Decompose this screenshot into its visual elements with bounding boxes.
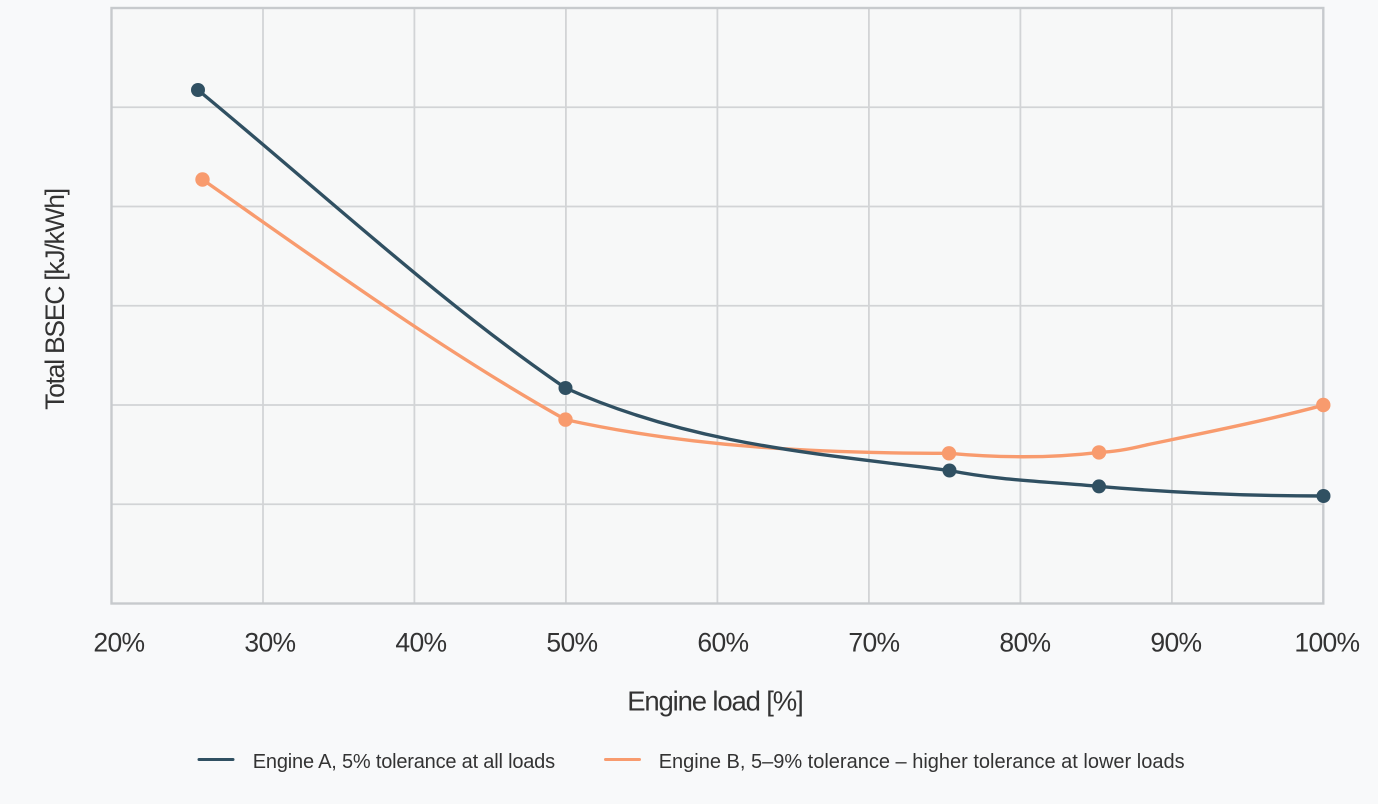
svg-text:100%: 100%	[1294, 628, 1359, 658]
svg-text:20%: 20%	[93, 628, 144, 658]
svg-text:Engine A, 5% tolerance at all: Engine A, 5% tolerance at all loads	[253, 751, 555, 773]
svg-text:90%: 90%	[1150, 628, 1201, 658]
svg-text:60%: 60%	[697, 628, 748, 658]
svg-text:Total BSEC [kJ/kWh]: Total BSEC [kJ/kWh]	[40, 189, 70, 410]
svg-text:70%: 70%	[848, 628, 899, 658]
svg-text:50%: 50%	[546, 628, 597, 658]
svg-text:30%: 30%	[244, 628, 295, 658]
svg-text:40%: 40%	[395, 628, 446, 658]
svg-text:Engine B, 5–9% tolerance – hig: Engine B, 5–9% tolerance – higher tolera…	[659, 751, 1185, 773]
svg-text:80%: 80%	[999, 628, 1050, 658]
svg-text:Engine load [%]: Engine load [%]	[627, 686, 802, 717]
